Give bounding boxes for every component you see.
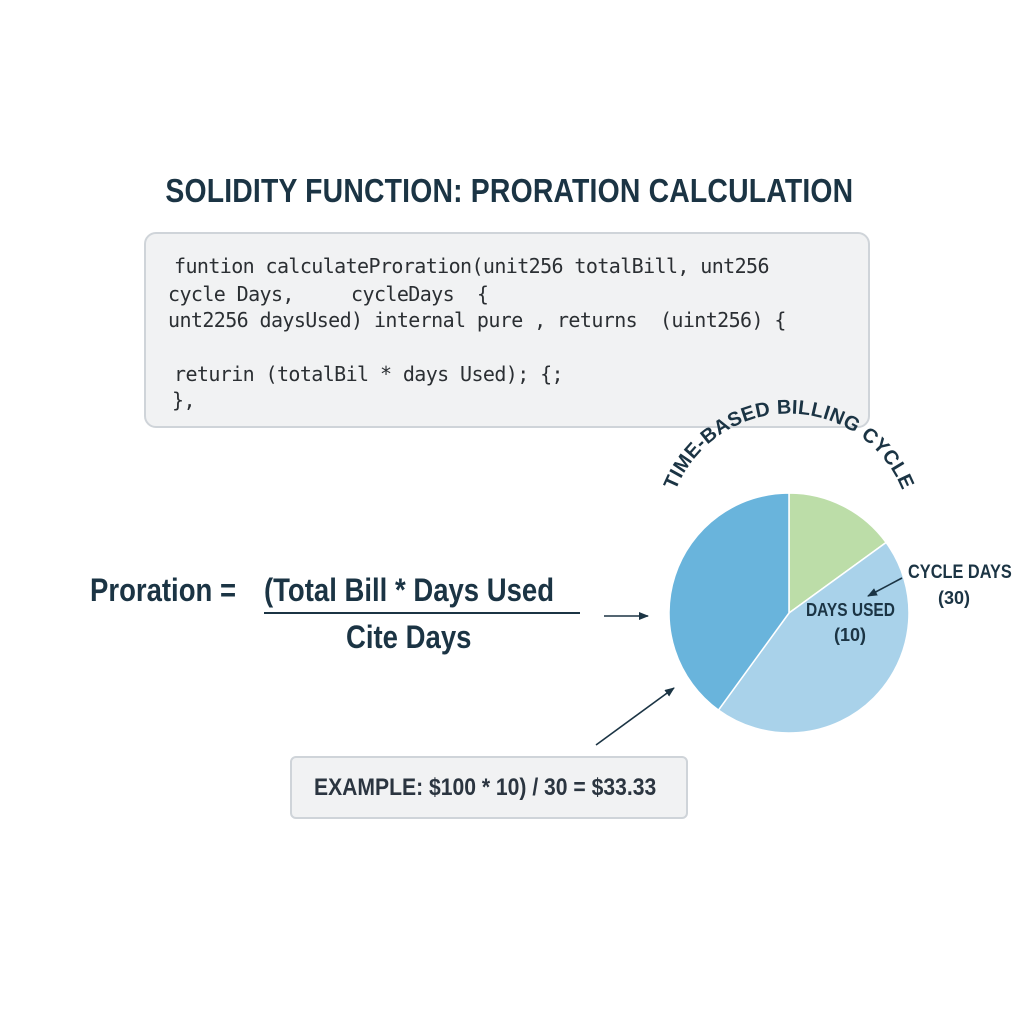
pie-chart [668, 492, 910, 734]
example-box: EXAMPLE: $100 * 10) / 30 = $33.33 [290, 756, 688, 819]
chart-title: TIME-BASED BILLING CYCLE [660, 396, 918, 492]
formula-denominator: Cite Days [346, 619, 472, 655]
formula-lhs: Proration = [90, 572, 237, 608]
example-text: EXAMPLE: $100 * 10) / 30 = $33.33 [314, 774, 657, 801]
pie-slice-2 [717, 541, 910, 734]
cycle-days-label: CYCLE DAYS [908, 562, 1012, 583]
example-arrow [595, 687, 675, 746]
days-used-value: (10) [834, 625, 867, 645]
code-block: funtion calculateProration(unit256 total… [144, 232, 870, 428]
cycle-days-arrow [867, 577, 903, 597]
fraction-bar [264, 612, 580, 614]
formula-numerator: (Total Bill * Days Used [264, 572, 555, 608]
code-line: }, [172, 388, 195, 412]
code-line: returin (totalBil * days Used); {; [174, 362, 564, 386]
code-line: cycle Days, cycleDays { [168, 282, 489, 306]
cycle-days-value: (30) [938, 588, 971, 608]
days-used-label: DAYS USED [806, 600, 895, 620]
pie-slice-1 [788, 492, 888, 615]
code-line: unt2256 daysUsed) internal pure , return… [168, 308, 786, 332]
page-title: SOLIDITY FUNCTION: PRORATION CALCULATION [165, 172, 854, 209]
code-line: funtion calculateProration(unit256 total… [174, 254, 770, 278]
pie-slice-3 [668, 492, 790, 712]
